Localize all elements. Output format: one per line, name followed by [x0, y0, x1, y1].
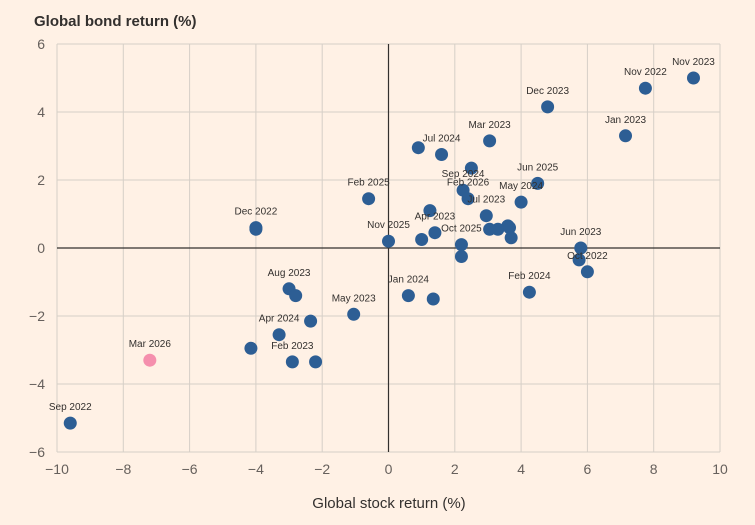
point-label: Jul 2024: [423, 134, 461, 145]
data-point: [454, 250, 468, 263]
data-point: [580, 265, 594, 279]
data-point: [522, 285, 536, 299]
point-label: Feb 2026: [447, 178, 490, 189]
point-label: Dec 2022: [234, 207, 277, 218]
x-tick-label: 0: [385, 461, 393, 477]
point-label: Sep 2022: [49, 402, 92, 413]
y-tick-label: 6: [37, 36, 45, 52]
data-point: [574, 241, 588, 255]
data-point: [411, 141, 425, 155]
x-tick-label: −4: [248, 461, 264, 477]
point-label: Nov 2025: [367, 220, 410, 231]
data-point: [483, 134, 497, 148]
point-label: Jul 2023: [467, 195, 505, 206]
data-point: [423, 204, 437, 218]
y-tick-label: −2: [29, 308, 45, 324]
data-point: [619, 129, 633, 143]
point-label: Nov 2022: [624, 67, 667, 78]
point-label: Jun 2025: [517, 162, 559, 173]
point-label: Jan 2024: [388, 275, 430, 286]
x-tick-label: 2: [451, 461, 459, 477]
y-axis-label: Global bond return (%): [34, 13, 197, 30]
data-point: [289, 289, 303, 303]
data-point: [428, 226, 442, 240]
x-tick-label: −10: [45, 461, 69, 477]
data-point: [686, 71, 700, 85]
point-label: Feb 2024: [508, 271, 551, 282]
point-label: Feb 2025: [347, 178, 390, 189]
point-label: Apr 2024: [259, 314, 300, 325]
point-labels: Nov 2023 Nov 2022 Dec 2023 Jan 2023 Mar 2023…: [49, 57, 715, 413]
tick-labels: −10 −8 −6 −4 −2 0 2 4 6 8 10 6 4 2 0 −2 −4 −6: [29, 36, 728, 477]
data-point: [502, 221, 516, 235]
data-point: [454, 238, 468, 252]
data-point: [531, 176, 545, 190]
x-tick-label: −6: [182, 461, 198, 477]
data-point: [382, 234, 395, 248]
y-tick-label: −6: [29, 444, 45, 460]
y-tick-label: 0: [37, 240, 45, 256]
points: [63, 71, 700, 430]
point-label: Oct 2022: [567, 251, 608, 262]
point-label: May 2024: [499, 181, 543, 192]
data-point: [401, 289, 415, 303]
y-tick-label: −4: [29, 376, 45, 392]
data-point: [426, 292, 440, 306]
data-point: [272, 328, 286, 342]
point-label: Sep 2024: [442, 169, 485, 180]
highlight-point: [143, 353, 157, 367]
point-label: May 2023: [332, 293, 376, 304]
point-label: Feb 2023: [271, 341, 314, 352]
point-label: Mar 2026: [129, 339, 172, 350]
data-point: [514, 195, 528, 209]
data-point: [304, 314, 318, 328]
x-axis-label: Global stock return (%): [312, 495, 465, 512]
data-point: [347, 307, 361, 321]
data-point: [479, 209, 493, 223]
point-label: Dec 2023: [526, 86, 569, 97]
data-point: [362, 192, 376, 206]
x-tick-label: −8: [115, 461, 131, 477]
point-label: Mar 2023: [468, 120, 511, 131]
data-point: [244, 341, 258, 355]
x-tick-label: −2: [314, 461, 330, 477]
data-point: [249, 222, 263, 236]
point-label: Nov 2023: [672, 57, 715, 68]
point-label: Apr 2023: [415, 212, 456, 223]
point-label: Oct 2025: [441, 224, 482, 235]
data-point: [415, 233, 429, 246]
y-tick-label: 4: [37, 104, 45, 120]
x-tick-label: 10: [712, 461, 728, 477]
y-tick-label: 2: [37, 172, 45, 188]
data-point: [572, 253, 586, 267]
point-label: Jun 2023: [560, 227, 602, 238]
data-point: [483, 222, 497, 236]
zero-axes: [57, 44, 720, 452]
data-point: [461, 192, 475, 206]
x-tick-label: 4: [517, 461, 525, 477]
data-point: [464, 161, 478, 175]
x-tick-label: 6: [584, 461, 592, 477]
point-label: Aug 2023: [268, 268, 311, 279]
data-point: [638, 81, 652, 95]
data-point: [285, 355, 299, 369]
data-point: [435, 148, 449, 161]
data-point: [309, 355, 323, 369]
point-label: Jan 2023: [605, 115, 647, 126]
data-point: [541, 100, 555, 114]
data-point: [504, 231, 518, 245]
x-tick-label: 8: [650, 461, 658, 477]
data-point: [63, 416, 77, 430]
